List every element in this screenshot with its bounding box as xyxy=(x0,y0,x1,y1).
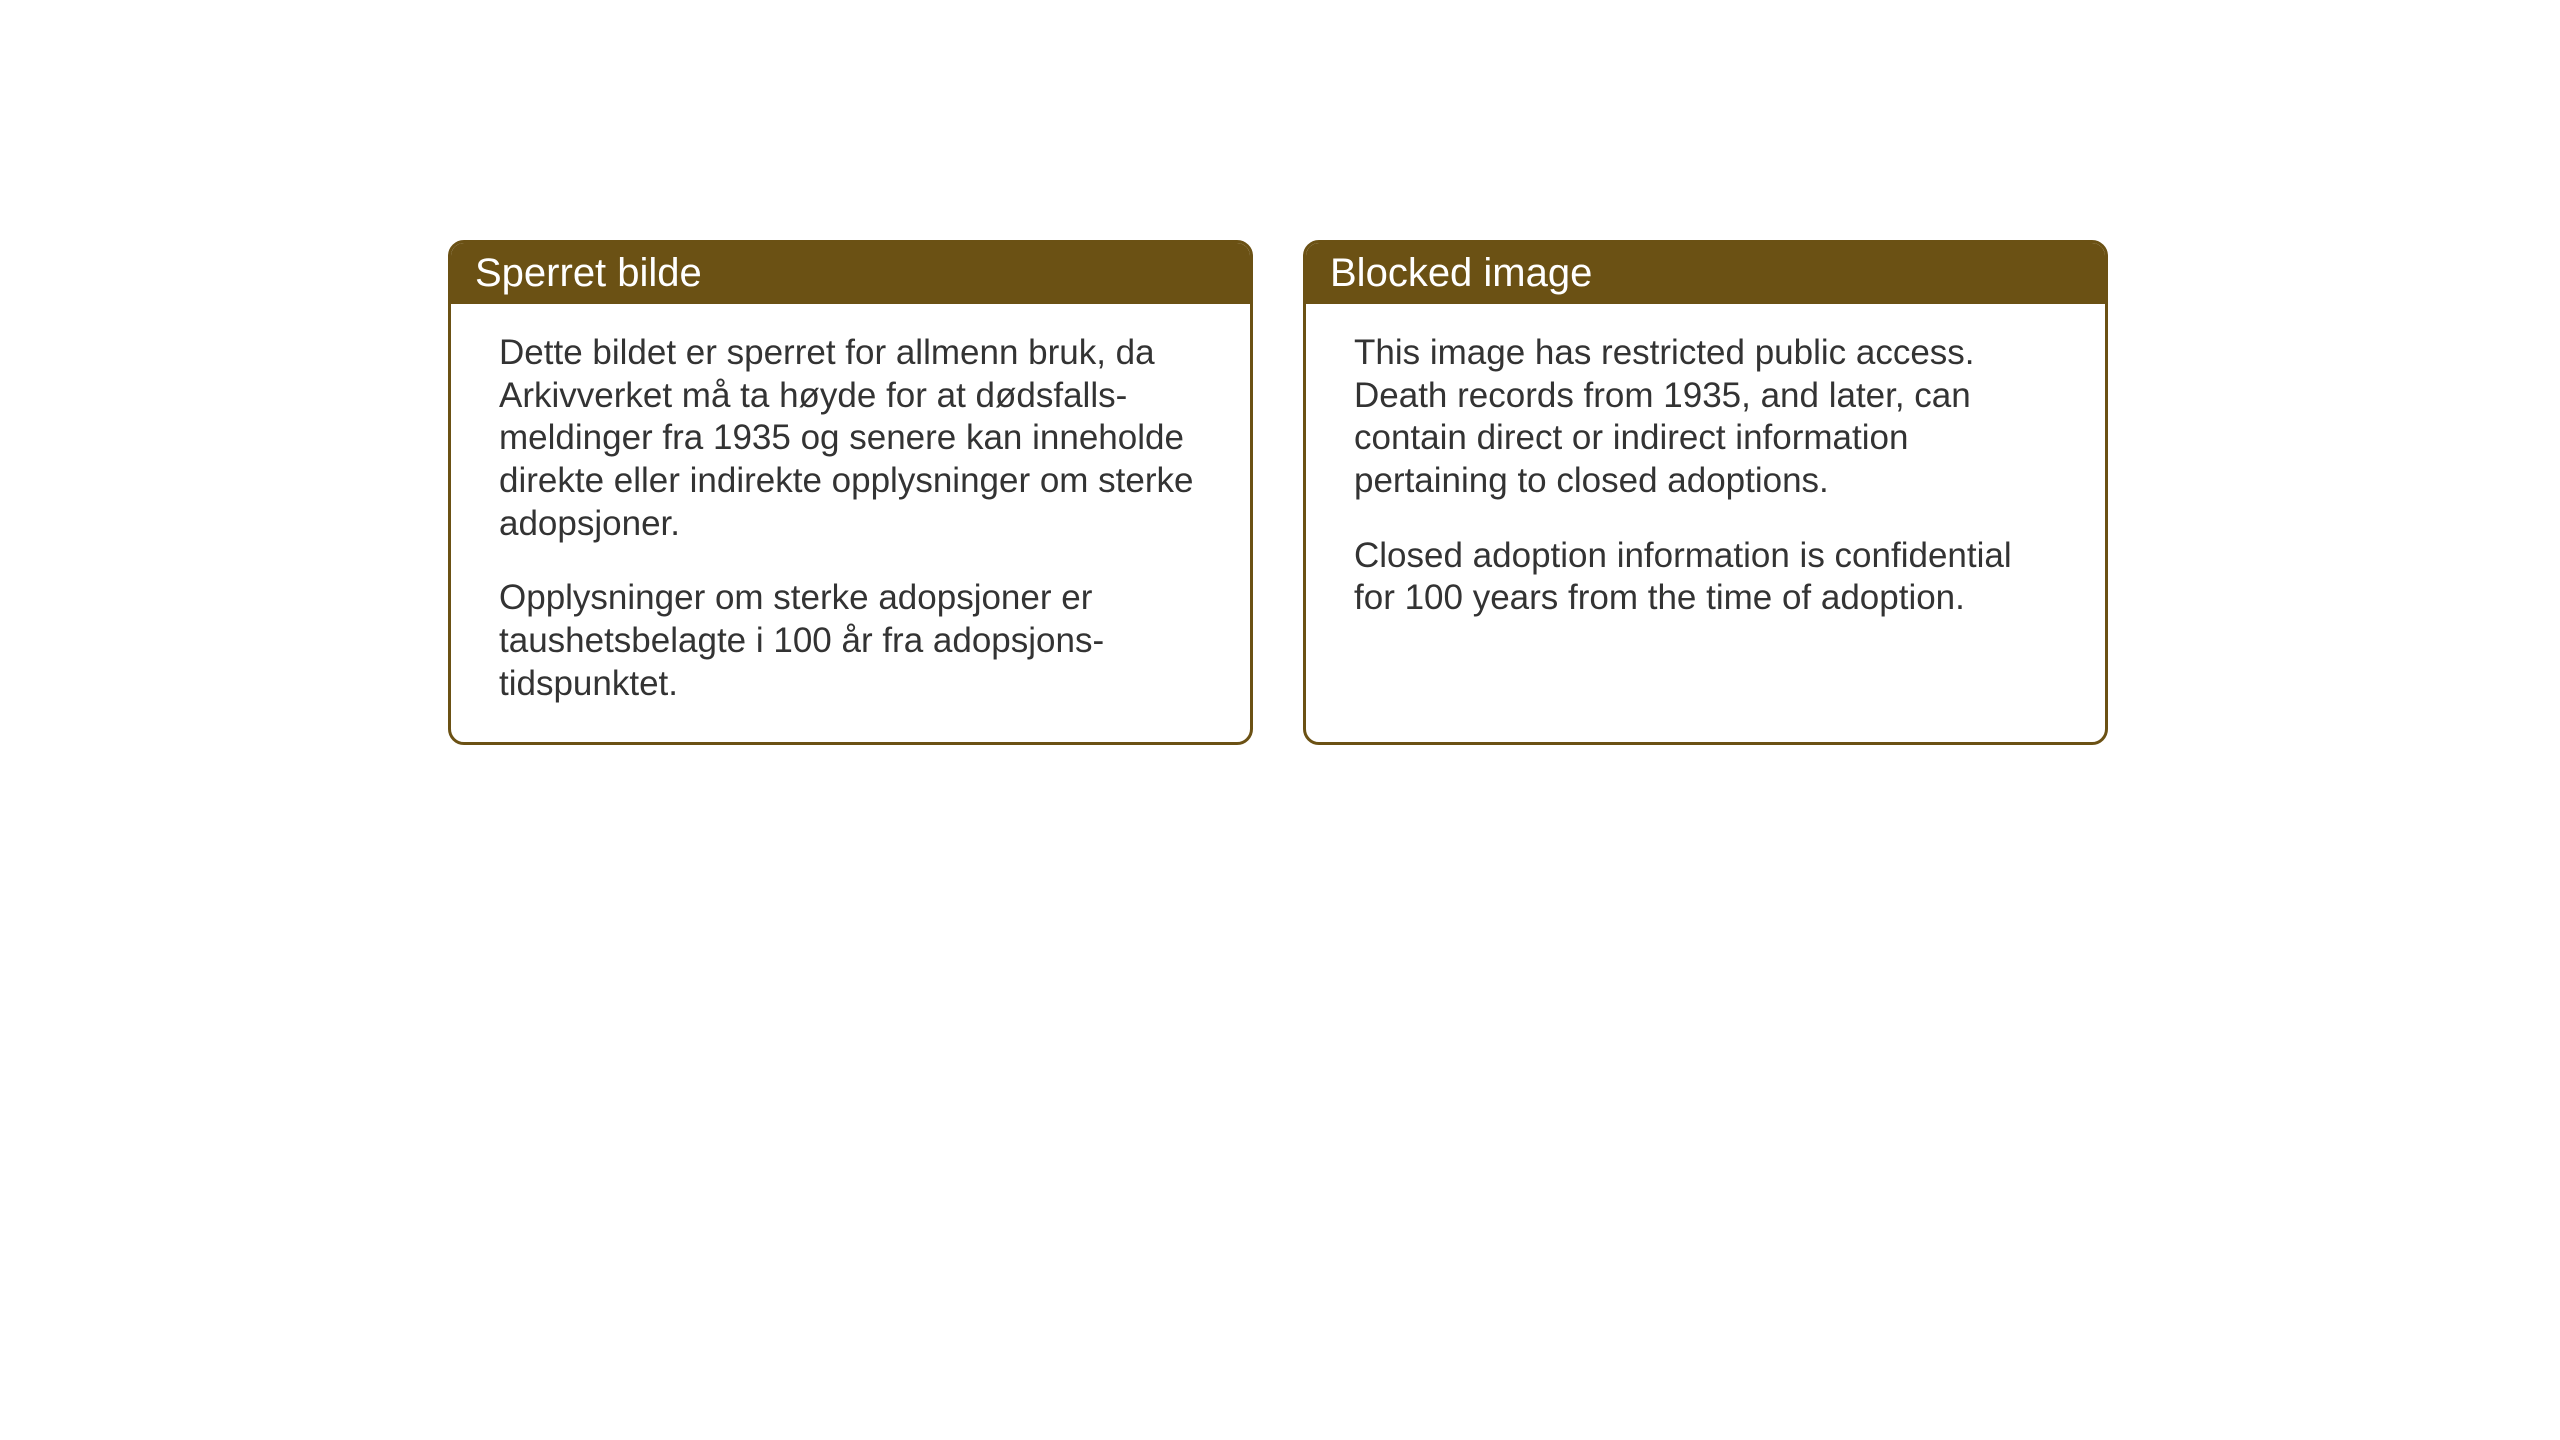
info-box-norwegian: Sperret bilde Dette bildet er sperret fo… xyxy=(448,240,1253,745)
info-box-paragraph: Opplysninger om sterke adopsjoner er tau… xyxy=(499,577,1202,705)
info-box-paragraph: Closed adoption information is confident… xyxy=(1354,535,2057,620)
info-box-body-english: This image has restricted public access.… xyxy=(1306,304,2105,656)
info-box-paragraph: This image has restricted public access.… xyxy=(1354,332,2057,503)
info-box-header-english: Blocked image xyxy=(1306,243,2105,304)
info-box-english: Blocked image This image has restricted … xyxy=(1303,240,2108,745)
info-box-body-norwegian: Dette bildet er sperret for allmenn bruk… xyxy=(451,304,1250,742)
info-box-paragraph: Dette bildet er sperret for allmenn bruk… xyxy=(499,332,1202,545)
info-box-header-norwegian: Sperret bilde xyxy=(451,243,1250,304)
info-box-title: Blocked image xyxy=(1330,251,1592,295)
info-box-title: Sperret bilde xyxy=(475,251,702,295)
info-boxes-container: Sperret bilde Dette bildet er sperret fo… xyxy=(448,240,2108,745)
